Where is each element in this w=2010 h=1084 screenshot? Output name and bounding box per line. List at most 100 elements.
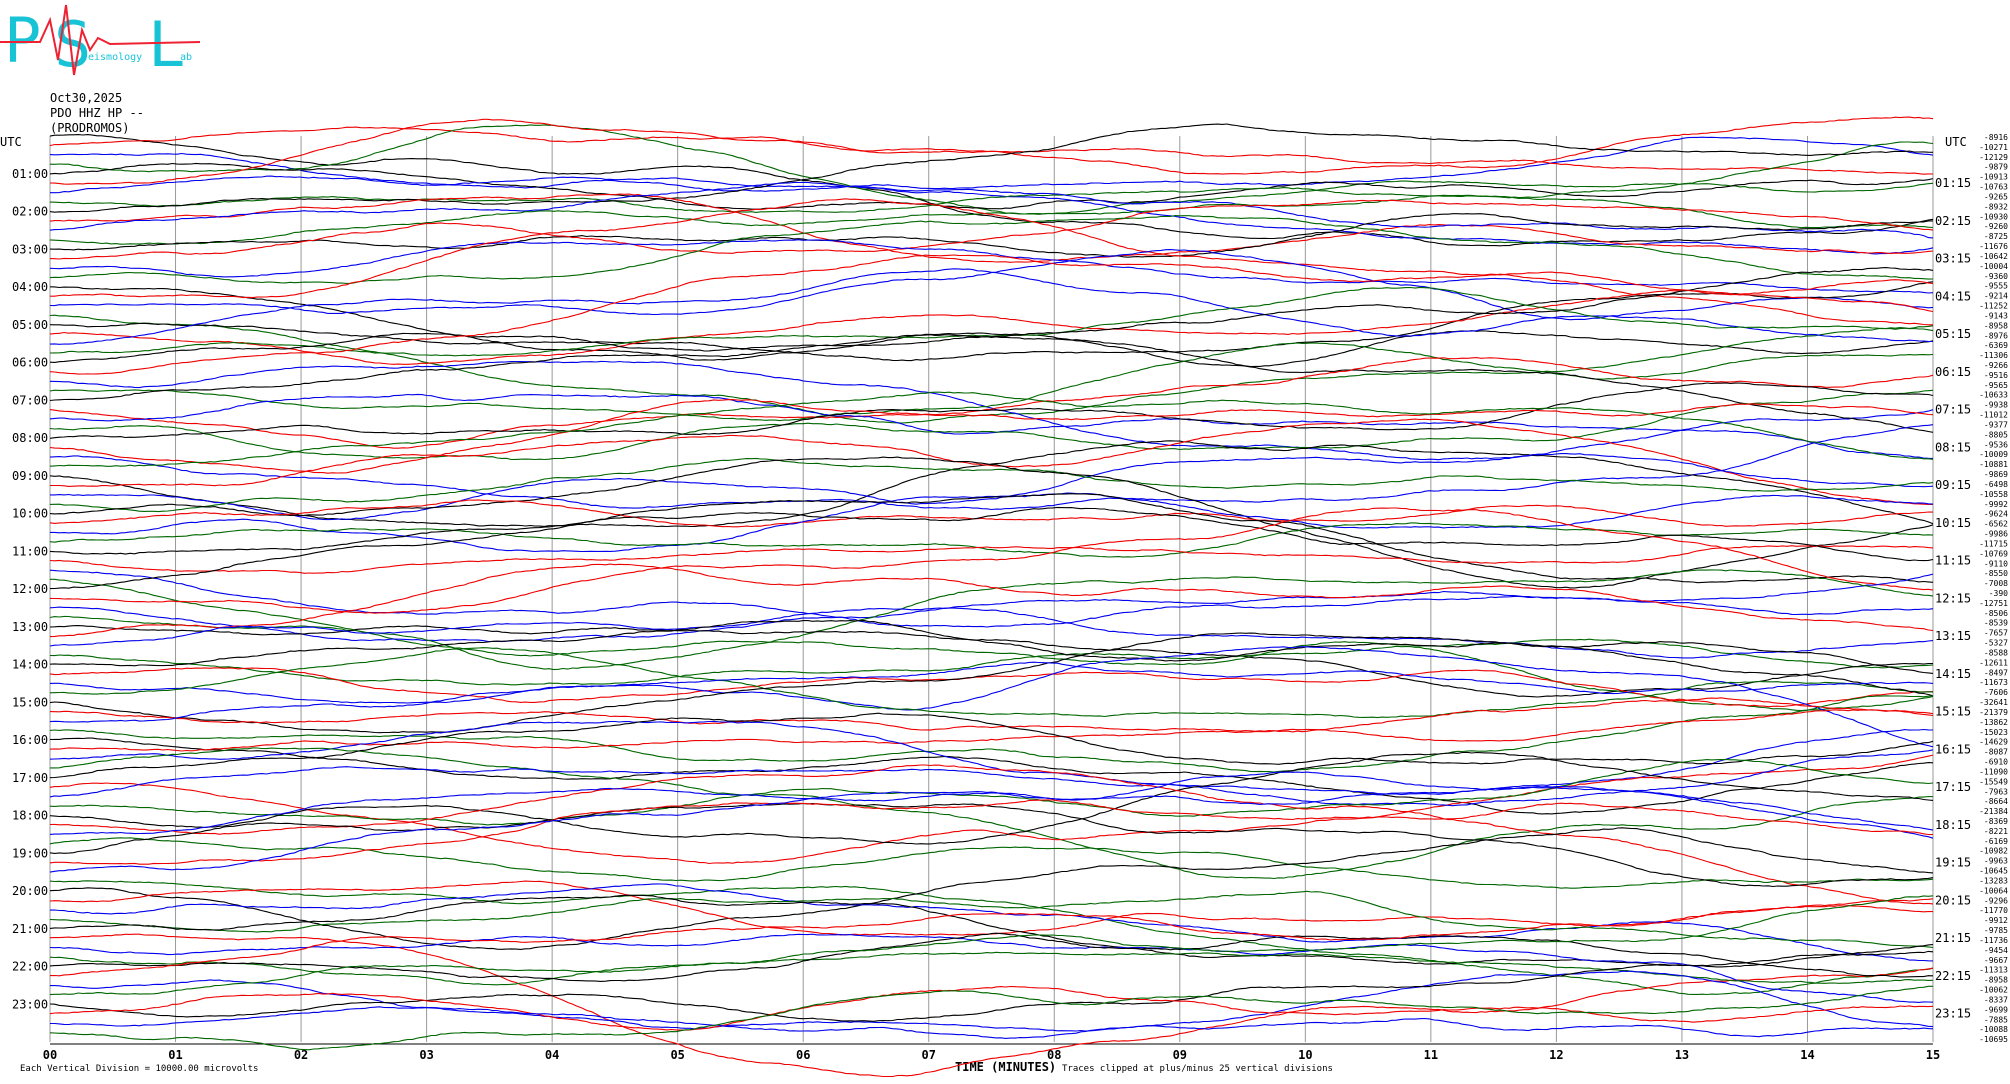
trace [49, 424, 1934, 511]
trace [49, 457, 1934, 513]
offset-label: -8506 [1984, 609, 2008, 618]
offset-label: -9516 [1984, 371, 2008, 380]
offset-label: -11676 [1979, 242, 2008, 251]
offset-label: -8539 [1984, 619, 2008, 628]
hour-label: 06:15 [1935, 365, 1971, 379]
x-tick-label: 09 [1173, 1048, 1187, 1062]
trace [49, 883, 1934, 962]
offset-label: -6562 [1984, 520, 2008, 529]
offset-label: -8932 [1984, 202, 2008, 211]
offset-label: -9555 [1984, 282, 2008, 291]
offset-label: -9266 [1984, 361, 2008, 370]
offset-label: -9360 [1984, 272, 2008, 281]
offset-label: -12751 [1979, 599, 2008, 608]
offset-label: -5327 [1984, 639, 2008, 648]
trace [49, 393, 1934, 459]
trace [49, 573, 1934, 643]
header-station: PDO HHZ HP -- [50, 106, 144, 120]
trace [49, 391, 1934, 467]
hour-label: 07:15 [1935, 403, 1971, 417]
offset-label: -10695 [1979, 1035, 2008, 1044]
trace [49, 134, 1934, 247]
offset-label: -8497 [1984, 668, 2008, 677]
trace [49, 279, 1934, 365]
offset-label: -13862 [1979, 718, 2008, 727]
offset-label: -12129 [1979, 153, 2008, 162]
hour-label: 08:15 [1935, 440, 1971, 454]
x-tick-label: 05 [670, 1048, 684, 1062]
hour-label: 18:15 [1935, 818, 1971, 832]
hour-label: 15:15 [1935, 705, 1971, 719]
offset-label: -10088 [1979, 1025, 2008, 1034]
offset-label: -14629 [1979, 738, 2008, 747]
hour-label: 20:00 [12, 884, 48, 898]
hour-label: 21:15 [1935, 931, 1971, 945]
trace [49, 286, 1934, 368]
offset-label: -11012 [1979, 411, 2008, 420]
trace [49, 136, 1934, 192]
trace [49, 802, 1934, 888]
trace [49, 399, 1934, 474]
trace [49, 162, 1934, 210]
trace [49, 360, 1934, 461]
hour-label: 16:00 [12, 733, 48, 747]
offset-label: -15023 [1979, 728, 2008, 737]
trace [49, 123, 1934, 213]
offset-label: -10763 [1979, 183, 2008, 192]
trace [49, 141, 1934, 213]
trace [49, 239, 1934, 294]
hour-label: 08:00 [12, 431, 48, 445]
trace [49, 697, 1934, 733]
hour-label: 11:00 [12, 544, 48, 558]
trace [49, 827, 1934, 950]
trace [49, 607, 1934, 659]
header-site: (PRODROMOS) [50, 121, 129, 135]
trace [49, 933, 1934, 1078]
x-tick-label: 02 [294, 1048, 308, 1062]
hour-label: 16:15 [1935, 742, 1971, 756]
logo-letter: P [4, 4, 41, 77]
hour-label: 03:00 [12, 242, 48, 256]
hour-label: 05:15 [1935, 327, 1971, 341]
offset-label: -8958 [1984, 321, 2008, 330]
offset-label: -10930 [1979, 212, 2008, 221]
trace [49, 124, 1934, 215]
offset-label: -9667 [1984, 956, 2008, 965]
trace [49, 758, 1934, 826]
x-tick-label: 11 [1424, 1048, 1438, 1062]
trace [49, 905, 1933, 977]
hour-label: 12:15 [1935, 591, 1971, 605]
trace [49, 880, 1934, 996]
offset-label: -8976 [1984, 331, 2008, 340]
offset-label: -9260 [1984, 222, 2008, 231]
x-title: TIME (MINUTES) [955, 1060, 1056, 1074]
trace [49, 194, 1934, 245]
hour-label: 02:15 [1935, 214, 1971, 228]
x-tick-label: 14 [1800, 1048, 1814, 1062]
offset-label: -10633 [1979, 391, 2008, 400]
trace [49, 382, 1934, 439]
offset-label: -9699 [1984, 1005, 2008, 1014]
hour-label: 12:00 [12, 582, 48, 596]
trace [49, 661, 1934, 723]
offset-label: -8664 [1984, 797, 2008, 806]
trace [49, 837, 1934, 889]
clip-note: Traces clipped at plus/minus 25 vertical… [1062, 1064, 1333, 1074]
hour-label: 03:15 [1935, 252, 1971, 266]
offset-label: -9879 [1984, 163, 2008, 172]
trace [49, 314, 1934, 424]
trace [50, 175, 1934, 255]
trace [49, 334, 1934, 433]
trace [50, 198, 1933, 326]
trace [49, 118, 1934, 185]
trace [49, 342, 1934, 422]
hour-label: 19:15 [1935, 856, 1971, 870]
offset-label: -6910 [1984, 758, 2008, 767]
trace [49, 932, 1934, 982]
offset-label: -6498 [1984, 480, 2008, 489]
hour-label: 10:15 [1935, 516, 1971, 530]
offset-label: -7657 [1984, 629, 2008, 638]
utc-label: UTC [1945, 135, 1967, 149]
logo-word: ab [180, 52, 192, 63]
hour-label: 23:00 [12, 997, 48, 1011]
